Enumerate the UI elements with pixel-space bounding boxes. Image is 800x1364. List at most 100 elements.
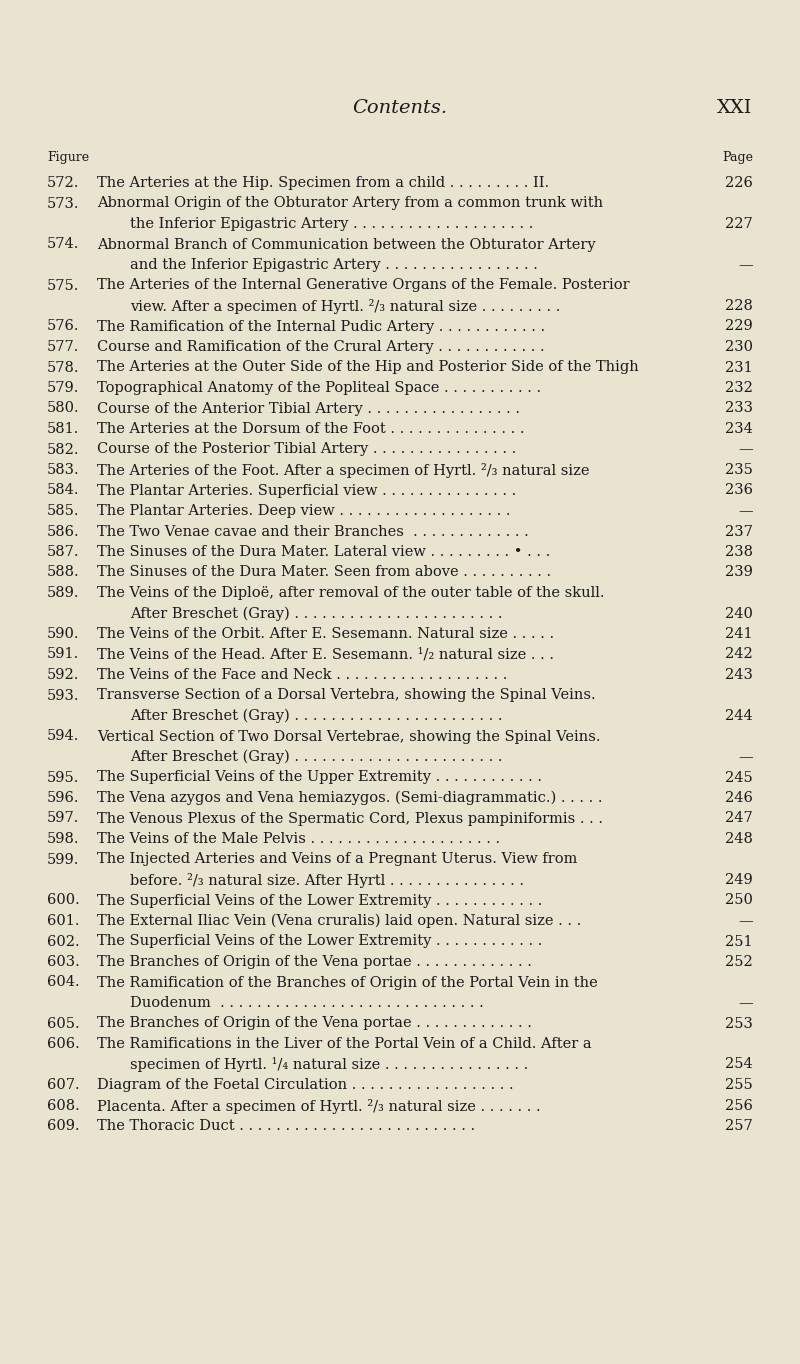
Text: 580.: 580. bbox=[47, 401, 80, 416]
Text: The Arteries at the Hip. Specimen from a child . . . . . . . . . II.: The Arteries at the Hip. Specimen from a… bbox=[97, 176, 549, 190]
Text: The Arteries at the Dorsum of the Foot . . . . . . . . . . . . . . .: The Arteries at the Dorsum of the Foot .… bbox=[97, 421, 525, 436]
Text: The Two Venae cavae and their Branches  . . . . . . . . . . . . .: The Two Venae cavae and their Branches .… bbox=[97, 525, 529, 539]
Text: After Breschet (Gray) . . . . . . . . . . . . . . . . . . . . . . .: After Breschet (Gray) . . . . . . . . . … bbox=[130, 750, 502, 764]
Text: 587.: 587. bbox=[47, 546, 79, 559]
Text: 256: 256 bbox=[725, 1098, 753, 1113]
Text: 586.: 586. bbox=[47, 525, 80, 539]
Text: —: — bbox=[738, 258, 753, 271]
Text: The Ramification of the Branches of Origin of the Portal Vein in the: The Ramification of the Branches of Orig… bbox=[97, 975, 598, 989]
Text: The Branches of Origin of the Vena portae . . . . . . . . . . . . .: The Branches of Origin of the Vena porta… bbox=[97, 955, 532, 968]
Text: The Veins of the Face and Neck . . . . . . . . . . . . . . . . . . .: The Veins of the Face and Neck . . . . .… bbox=[97, 668, 507, 682]
Text: The Veins of the Diploë, after removal of the outer table of the skull.: The Veins of the Diploë, after removal o… bbox=[97, 587, 605, 600]
Text: 577.: 577. bbox=[47, 340, 79, 355]
Text: 593.: 593. bbox=[47, 689, 79, 702]
Text: The Sinuses of the Dura Mater. Lateral view . . . . . . . . . • . . .: The Sinuses of the Dura Mater. Lateral v… bbox=[97, 546, 550, 559]
Text: Vertical Section of Two Dorsal Vertebrae, showing the Spinal Veins.: Vertical Section of Two Dorsal Vertebrae… bbox=[97, 730, 601, 743]
Text: Contents.: Contents. bbox=[353, 100, 447, 117]
Text: The Ramifications in the Liver of the Portal Vein of a Child. After a: The Ramifications in the Liver of the Po… bbox=[97, 1037, 592, 1052]
Text: 595.: 595. bbox=[47, 771, 79, 784]
Text: Diagram of the Foetal Circulation . . . . . . . . . . . . . . . . . .: Diagram of the Foetal Circulation . . . … bbox=[97, 1078, 514, 1093]
Text: Abnormal Origin of the Obturator Artery from a common trunk with: Abnormal Origin of the Obturator Artery … bbox=[97, 196, 603, 210]
Text: 244: 244 bbox=[726, 709, 753, 723]
Text: 235: 235 bbox=[725, 462, 753, 477]
Text: Transverse Section of a Dorsal Vertebra, showing the Spinal Veins.: Transverse Section of a Dorsal Vertebra,… bbox=[97, 689, 596, 702]
Text: 228: 228 bbox=[725, 299, 753, 312]
Text: The Superficial Veins of the Lower Extremity . . . . . . . . . . . .: The Superficial Veins of the Lower Extre… bbox=[97, 893, 542, 907]
Text: Topographical Anatomy of the Popliteal Space . . . . . . . . . . .: Topographical Anatomy of the Popliteal S… bbox=[97, 381, 541, 396]
Text: The Arteries at the Outer Side of the Hip and Posterior Side of the Thigh: The Arteries at the Outer Side of the Hi… bbox=[97, 360, 638, 375]
Text: 589.: 589. bbox=[47, 587, 79, 600]
Text: 242: 242 bbox=[726, 648, 753, 662]
Text: 596.: 596. bbox=[47, 791, 79, 805]
Text: 600.: 600. bbox=[47, 893, 80, 907]
Text: 588.: 588. bbox=[47, 566, 80, 580]
Text: —: — bbox=[738, 914, 753, 928]
Text: 255: 255 bbox=[726, 1078, 753, 1093]
Text: 229: 229 bbox=[726, 319, 753, 334]
Text: 581.: 581. bbox=[47, 421, 79, 436]
Text: 241: 241 bbox=[726, 627, 753, 641]
Text: view. After a specimen of Hyrtl. ²/₃ natural size . . . . . . . . .: view. After a specimen of Hyrtl. ²/₃ nat… bbox=[130, 299, 560, 314]
Text: 230: 230 bbox=[725, 340, 753, 355]
Text: 573.: 573. bbox=[47, 196, 79, 210]
Text: 576.: 576. bbox=[47, 319, 79, 334]
Text: The Veins of the Orbit. After E. Sesemann. Natural size . . . . .: The Veins of the Orbit. After E. Seseman… bbox=[97, 627, 554, 641]
Text: 238: 238 bbox=[725, 546, 753, 559]
Text: 226: 226 bbox=[725, 176, 753, 190]
Text: Duodenum  . . . . . . . . . . . . . . . . . . . . . . . . . . . . .: Duodenum . . . . . . . . . . . . . . . .… bbox=[130, 996, 484, 1009]
Text: 253: 253 bbox=[725, 1016, 753, 1030]
Text: 591.: 591. bbox=[47, 648, 79, 662]
Text: 592.: 592. bbox=[47, 668, 79, 682]
Text: 257: 257 bbox=[726, 1118, 753, 1133]
Text: 604.: 604. bbox=[47, 975, 80, 989]
Text: 575.: 575. bbox=[47, 278, 79, 292]
Text: 579.: 579. bbox=[47, 381, 79, 396]
Text: 585.: 585. bbox=[47, 505, 79, 518]
Text: The Branches of Origin of the Vena portae . . . . . . . . . . . . .: The Branches of Origin of the Vena porta… bbox=[97, 1016, 532, 1030]
Text: —: — bbox=[738, 505, 753, 518]
Text: 584.: 584. bbox=[47, 483, 79, 498]
Text: 601.: 601. bbox=[47, 914, 79, 928]
Text: Course and Ramification of the Crural Artery . . . . . . . . . . . .: Course and Ramification of the Crural Ar… bbox=[97, 340, 545, 355]
Text: 251: 251 bbox=[726, 934, 753, 948]
Text: 237: 237 bbox=[725, 525, 753, 539]
Text: The Plantar Arteries. Superficial view . . . . . . . . . . . . . . .: The Plantar Arteries. Superficial view .… bbox=[97, 483, 516, 498]
Text: 606.: 606. bbox=[47, 1037, 80, 1052]
Text: The Injected Arteries and Veins of a Pregnant Uterus. View from: The Injected Arteries and Veins of a Pre… bbox=[97, 852, 578, 866]
Text: The Venous Plexus of the Spermatic Cord, Plexus pampiniformis . . .: The Venous Plexus of the Spermatic Cord,… bbox=[97, 812, 603, 825]
Text: 590.: 590. bbox=[47, 627, 79, 641]
Text: 240: 240 bbox=[725, 607, 753, 621]
Text: XXI: XXI bbox=[717, 100, 752, 117]
Text: 254: 254 bbox=[726, 1057, 753, 1072]
Text: 609.: 609. bbox=[47, 1118, 80, 1133]
Text: Figure: Figure bbox=[47, 151, 89, 165]
Text: 233: 233 bbox=[725, 401, 753, 416]
Text: The Arteries of the Foot. After a specimen of Hyrtl. ²/₃ natural size: The Arteries of the Foot. After a specim… bbox=[97, 462, 590, 477]
Text: 250: 250 bbox=[725, 893, 753, 907]
Text: The Thoracic Duct . . . . . . . . . . . . . . . . . . . . . . . . . .: The Thoracic Duct . . . . . . . . . . . … bbox=[97, 1118, 475, 1133]
Text: 583.: 583. bbox=[47, 462, 80, 477]
Text: Course of the Anterior Tibial Artery . . . . . . . . . . . . . . . . .: Course of the Anterior Tibial Artery . .… bbox=[97, 401, 520, 416]
Text: 236: 236 bbox=[725, 483, 753, 498]
Text: The Superficial Veins of the Upper Extremity . . . . . . . . . . . .: The Superficial Veins of the Upper Extre… bbox=[97, 771, 542, 784]
Text: Abnormal Branch of Communication between the Obturator Artery: Abnormal Branch of Communication between… bbox=[97, 237, 596, 251]
Text: 234: 234 bbox=[725, 421, 753, 436]
Text: 249: 249 bbox=[726, 873, 753, 887]
Text: 574.: 574. bbox=[47, 237, 79, 251]
Text: 582.: 582. bbox=[47, 442, 79, 457]
Text: —: — bbox=[738, 442, 753, 457]
Text: 578.: 578. bbox=[47, 360, 79, 375]
Text: The Superficial Veins of the Lower Extremity . . . . . . . . . . . .: The Superficial Veins of the Lower Extre… bbox=[97, 934, 542, 948]
Text: 232: 232 bbox=[725, 381, 753, 396]
Text: and the Inferior Epigastric Artery . . . . . . . . . . . . . . . . .: and the Inferior Epigastric Artery . . .… bbox=[130, 258, 538, 271]
Text: 594.: 594. bbox=[47, 730, 79, 743]
Text: 602.: 602. bbox=[47, 934, 80, 948]
Text: 608.: 608. bbox=[47, 1098, 80, 1113]
Text: specimen of Hyrtl. ¹/₄ natural size . . . . . . . . . . . . . . . .: specimen of Hyrtl. ¹/₄ natural size . . … bbox=[130, 1057, 528, 1072]
Text: The Ramification of the Internal Pudic Artery . . . . . . . . . . . .: The Ramification of the Internal Pudic A… bbox=[97, 319, 545, 334]
Text: 572.: 572. bbox=[47, 176, 79, 190]
Text: Page: Page bbox=[722, 151, 753, 165]
Text: The Arteries of the Internal Generative Organs of the Female. Posterior: The Arteries of the Internal Generative … bbox=[97, 278, 630, 292]
Text: 597.: 597. bbox=[47, 812, 79, 825]
Text: —: — bbox=[738, 996, 753, 1009]
